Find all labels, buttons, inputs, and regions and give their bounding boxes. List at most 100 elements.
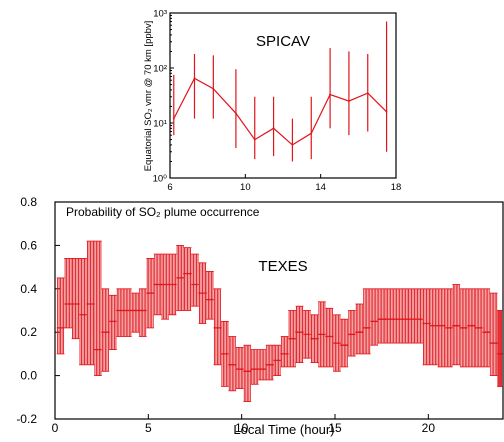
texes-data-point: [171, 283, 174, 286]
texes-data-point: [327, 335, 329, 338]
texes-data-point: [398, 318, 401, 321]
texes-data-point: [318, 333, 320, 336]
texes-data-point: [149, 292, 152, 294]
texes-data-point: [238, 368, 241, 370]
texes-data-point: [459, 327, 462, 329]
texes-data-point: [470, 324, 473, 327]
texes-data-point: [92, 303, 95, 305]
texes-data-point: [144, 309, 147, 312]
texes-x-tick-label: 20: [422, 421, 436, 435]
texes-data-point: [134, 309, 137, 312]
texes-data-point: [301, 331, 304, 334]
texes-data-point: [153, 283, 156, 286]
texes-data-point: [500, 353, 503, 355]
texes-panel: Probability of SO₂ plume occurrence TEXE…: [16, 195, 504, 437]
texes-data-point: [321, 333, 323, 336]
texes-data-point: [146, 292, 149, 294]
texes-data-point: [316, 337, 319, 340]
texes-data-point: [289, 337, 292, 340]
texes-data-point: [180, 277, 183, 279]
texes-data-point: [203, 292, 205, 294]
texes-data-point: [119, 309, 122, 312]
texes-data-point: [192, 283, 195, 286]
texes-data-point: [471, 324, 474, 327]
texes-data-point: [122, 309, 125, 312]
spicav-data-point: [272, 127, 275, 130]
spicav-y-tick-label: 10²: [153, 64, 167, 75]
texes-data-point: [273, 359, 275, 362]
texes-data-point: [473, 324, 476, 327]
spicav-x-tick-label: 14: [315, 182, 326, 193]
texes-data-point: [167, 283, 170, 286]
texes-data-point: [216, 327, 219, 329]
texes-data-point: [129, 309, 132, 312]
texes-x-tick-label: 10: [235, 421, 249, 435]
texes-data-point: [350, 333, 353, 336]
texes-data-point: [256, 368, 259, 370]
texes-data-point: [56, 327, 59, 329]
texes-data-point: [244, 370, 247, 373]
texes-data-point: [370, 320, 373, 323]
texes-data-point: [280, 353, 283, 355]
texes-data-point: [58, 327, 60, 329]
texes-data-point: [395, 318, 398, 321]
texes-data-point: [349, 333, 352, 336]
texes-data-point: [482, 331, 485, 334]
texes-data-point: [276, 359, 278, 362]
spicav-series-line: [173, 77, 388, 146]
texes-data-point: [439, 324, 441, 327]
spicav-data-point: [366, 92, 369, 94]
texes-data-point: [104, 331, 107, 334]
texes-data-point: [155, 283, 158, 286]
texes-data-point: [445, 327, 447, 329]
texes-data-point: [207, 298, 210, 301]
texes-data-point: [89, 303, 92, 305]
texes-data-point: [76, 303, 78, 305]
spicav-x-tick-label: 6: [167, 182, 172, 193]
texes-y-tick-label: 0.4: [20, 282, 37, 296]
texes-data-point: [141, 309, 144, 312]
texes-data-point: [400, 318, 402, 321]
texes-data-point: [68, 303, 71, 305]
texes-data-point: [80, 313, 83, 316]
texes-data-point: [86, 303, 89, 305]
texes-data-point: [112, 320, 114, 323]
texes-data-point: [343, 344, 346, 347]
texes-data-point: [391, 318, 393, 321]
texes-data-point: [225, 353, 228, 355]
texes-data-point: [422, 322, 425, 325]
texes-data-point: [138, 309, 141, 312]
texes-data-point: [120, 309, 123, 312]
texes-data-point: [237, 368, 240, 370]
texes-data-point: [159, 283, 162, 286]
texes-data-point: [268, 363, 271, 366]
texes-data-point: [440, 324, 443, 327]
texes-data-point: [182, 277, 185, 279]
texes-data-point: [315, 337, 317, 340]
texes-data-point: [380, 318, 383, 321]
texes-data-point: [449, 327, 452, 329]
texes-data-point: [371, 320, 374, 323]
texes-data-point: [462, 327, 465, 329]
texes-data-point: [385, 318, 387, 321]
texes-data-point: [468, 324, 471, 327]
texes-data-point: [71, 303, 74, 305]
texes-data-point: [212, 298, 214, 301]
texes-data-point: [241, 368, 244, 370]
texes-data-point: [224, 353, 226, 355]
texes-data-point: [117, 309, 120, 312]
texes-data-point: [425, 322, 428, 325]
texes-data-point: [191, 283, 193, 286]
texes-data-point: [94, 348, 96, 351]
spicav-title: SPICAV: [256, 33, 310, 50]
texes-data-point: [247, 370, 250, 373]
texes-data-point: [418, 318, 420, 321]
texes-data-point: [222, 353, 225, 355]
texes-data-point: [213, 327, 216, 329]
texes-data-point: [246, 370, 249, 373]
texes-data-point: [379, 318, 382, 321]
texes-data-point: [262, 368, 265, 370]
texes-data-point: [406, 318, 408, 321]
texes-data-point: [410, 318, 413, 321]
